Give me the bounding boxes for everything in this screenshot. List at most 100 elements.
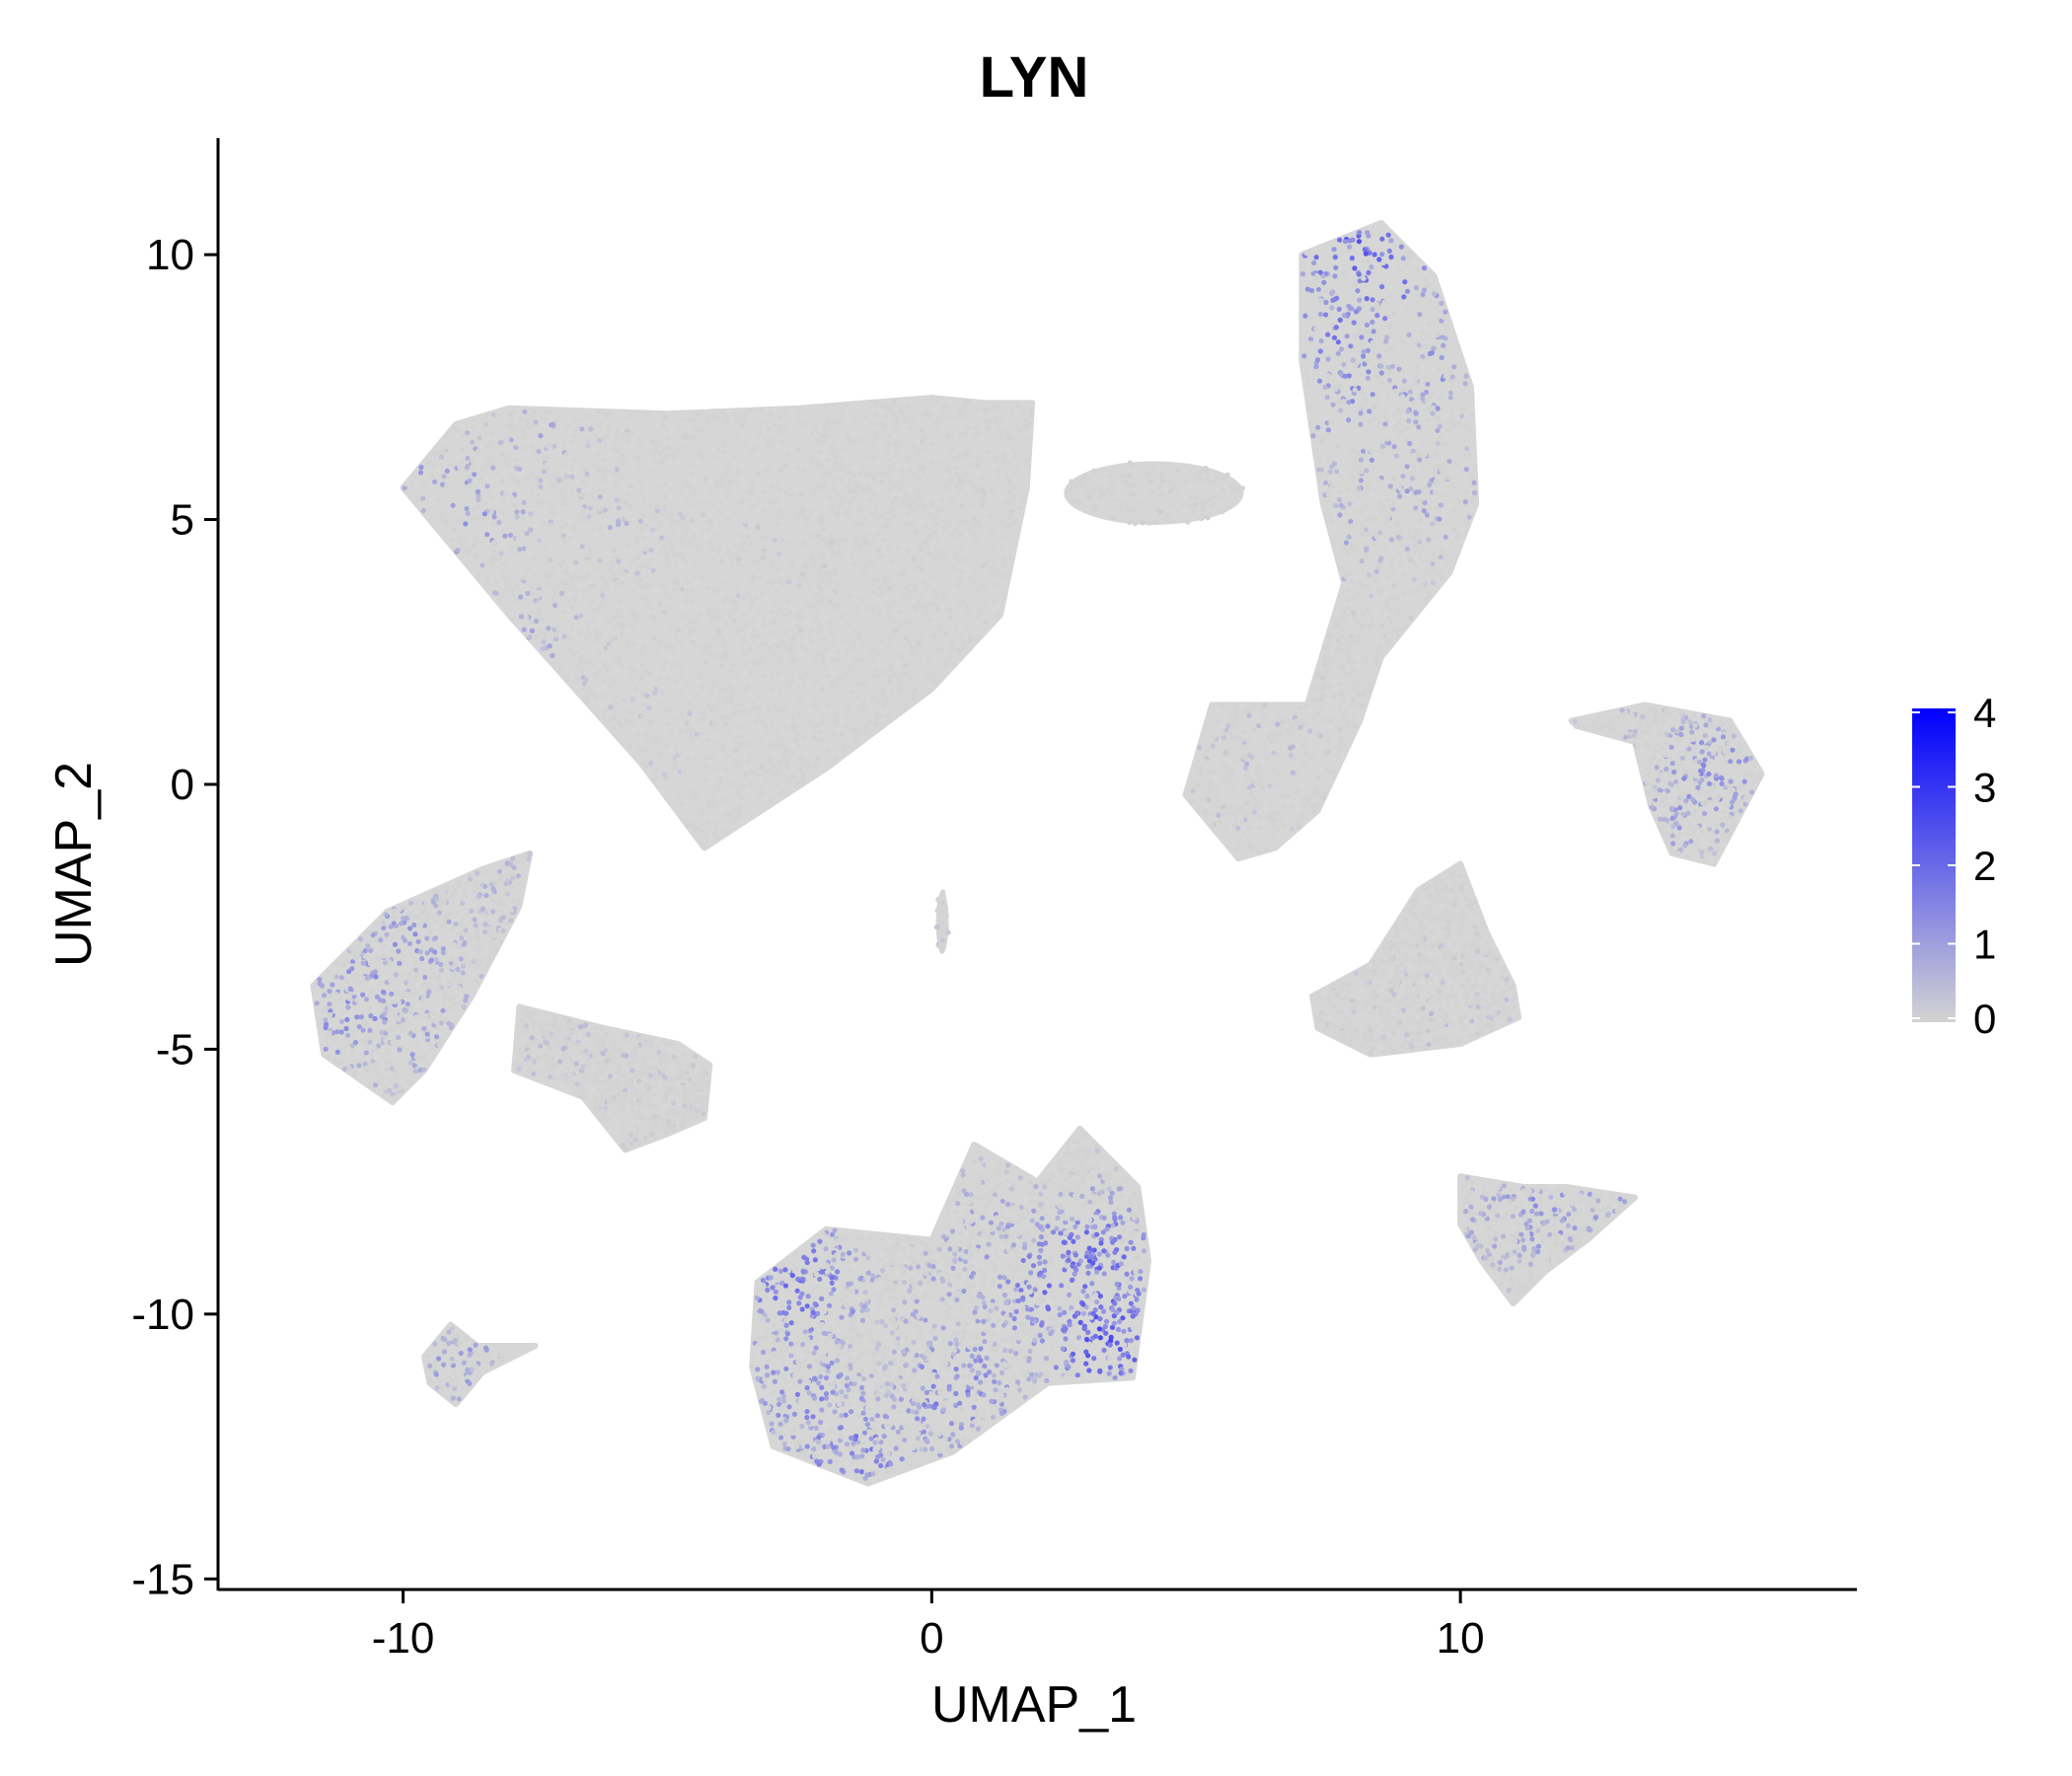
- cell-point: [1388, 595, 1394, 601]
- cell-point: [1304, 749, 1310, 755]
- cell-point: [721, 642, 727, 648]
- cell-point: [402, 485, 407, 491]
- cell-point: [1369, 297, 1375, 303]
- cell-point: [757, 566, 763, 572]
- cell-point: [414, 960, 420, 966]
- cell-point: [600, 575, 606, 582]
- cell-point: [672, 714, 678, 720]
- cell-point: [592, 462, 599, 468]
- cell-point: [504, 586, 510, 592]
- cell-point: [1411, 400, 1417, 406]
- cell-point: [472, 472, 478, 478]
- cell-point: [424, 461, 430, 467]
- cell-point: [1348, 343, 1354, 349]
- cell-point: [528, 1016, 534, 1022]
- cell-point: [460, 900, 466, 907]
- cell-point: [986, 449, 992, 455]
- cell-point: [456, 536, 462, 542]
- cell-point: [562, 1034, 568, 1040]
- cell-point: [1410, 588, 1416, 594]
- cell-point: [873, 400, 879, 406]
- cell-point: [728, 781, 734, 787]
- cell-point: [1707, 790, 1713, 796]
- cell-point: [925, 544, 931, 550]
- cell-point: [1646, 744, 1652, 750]
- cell-point: [1738, 783, 1743, 790]
- cell-point: [1706, 751, 1712, 757]
- cell-point: [409, 481, 415, 486]
- cell-point: [1444, 419, 1450, 425]
- cell-point: [1389, 363, 1396, 369]
- cell-point: [461, 887, 467, 893]
- cell-point: [1711, 784, 1717, 790]
- cell-point: [714, 483, 721, 489]
- cell-point: [794, 738, 800, 744]
- cell-point: [561, 523, 567, 529]
- cell-point: [607, 683, 613, 689]
- cell-point: [436, 910, 442, 916]
- cell-point: [1420, 396, 1426, 402]
- cell-point: [378, 922, 384, 927]
- cell-point: [393, 923, 400, 929]
- cell-point: [1378, 370, 1384, 376]
- cell-point: [565, 425, 571, 431]
- cell-point: [619, 568, 625, 574]
- cell-point: [407, 1008, 412, 1014]
- cell-point: [463, 927, 469, 933]
- cell-point: [643, 411, 649, 417]
- cell-point: [558, 666, 564, 672]
- cell-point: [1343, 540, 1350, 546]
- cell-point: [740, 499, 746, 505]
- cell-point: [1638, 726, 1644, 732]
- cell-point: [1305, 382, 1311, 388]
- cell-point: [561, 557, 567, 564]
- cell-point: [1363, 251, 1369, 257]
- cell-point: [552, 443, 557, 449]
- cell-point: [778, 789, 784, 795]
- cell-point: [1358, 457, 1364, 463]
- cell-point: [1203, 465, 1209, 472]
- cell-point: [654, 1064, 660, 1070]
- cell-point: [879, 512, 885, 519]
- cell-point: [928, 441, 934, 447]
- cell-point: [1402, 571, 1408, 577]
- cell-point: [954, 472, 961, 478]
- cell-point: [777, 486, 783, 492]
- cell-point: [939, 593, 946, 599]
- cell-point: [581, 576, 587, 582]
- cell-point: [911, 507, 917, 514]
- cell-point: [741, 419, 747, 426]
- cell-point: [1206, 797, 1212, 803]
- cell-point: [439, 481, 446, 487]
- cell-point: [635, 577, 641, 583]
- cell-point: [906, 510, 912, 516]
- cell-point: [797, 577, 803, 583]
- cell-point: [433, 896, 439, 902]
- cell-point: [564, 548, 570, 555]
- cell-point: [482, 922, 488, 927]
- cell-point: [891, 584, 897, 590]
- cell-point: [678, 487, 684, 493]
- cell-point: [502, 490, 509, 496]
- cell-point: [444, 433, 450, 439]
- cell-point: [816, 483, 822, 490]
- cell-point: [788, 493, 794, 499]
- cell-point: [1006, 489, 1012, 495]
- cell-point: [1340, 742, 1346, 748]
- cell-point: [1730, 747, 1736, 753]
- cell-point: [350, 1048, 356, 1054]
- cell-point: [1726, 735, 1732, 742]
- cell-point: [321, 987, 327, 993]
- cell-point: [1205, 470, 1211, 476]
- cell-point: [456, 516, 462, 523]
- cell-point: [1379, 252, 1385, 258]
- cell-point: [834, 581, 840, 587]
- cell-point: [365, 975, 371, 981]
- cell-point: [367, 1039, 373, 1045]
- cell-point: [1232, 816, 1238, 823]
- cell-point: [469, 439, 476, 445]
- cell-point: [962, 470, 969, 476]
- cell-point: [392, 941, 398, 947]
- cell-point: [1700, 800, 1706, 806]
- cell-point: [712, 830, 718, 836]
